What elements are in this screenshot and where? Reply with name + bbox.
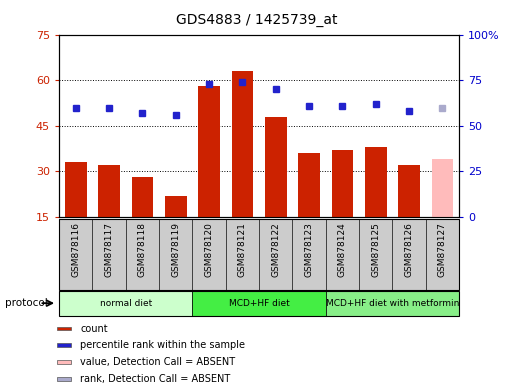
Text: GSM878124: GSM878124: [338, 222, 347, 277]
Bar: [192, 291, 326, 316]
Bar: [331, 150, 353, 217]
Bar: [59, 219, 92, 290]
Bar: [98, 165, 120, 217]
Bar: [392, 219, 426, 290]
Text: count: count: [80, 324, 108, 334]
Text: GSM878117: GSM878117: [105, 222, 113, 277]
Bar: [426, 219, 459, 290]
Bar: [57, 360, 71, 364]
Bar: [165, 196, 187, 217]
Text: GSM878118: GSM878118: [138, 222, 147, 277]
Bar: [159, 219, 192, 290]
Bar: [57, 327, 71, 330]
Text: percentile rank within the sample: percentile rank within the sample: [80, 340, 245, 350]
Bar: [131, 177, 153, 217]
Bar: [431, 159, 453, 217]
Bar: [226, 219, 259, 290]
Bar: [359, 219, 392, 290]
Bar: [231, 71, 253, 217]
Text: GSM878120: GSM878120: [205, 222, 213, 277]
Bar: [92, 219, 126, 290]
Bar: [65, 162, 87, 217]
Bar: [365, 147, 387, 217]
Text: GSM878125: GSM878125: [371, 222, 380, 277]
Text: GSM878123: GSM878123: [305, 222, 313, 277]
Text: normal diet: normal diet: [100, 299, 152, 308]
Text: GDS4883 / 1425739_at: GDS4883 / 1425739_at: [176, 13, 337, 27]
Bar: [326, 219, 359, 290]
Bar: [57, 377, 71, 381]
Bar: [398, 165, 420, 217]
Bar: [292, 219, 326, 290]
Text: GSM878126: GSM878126: [405, 222, 413, 277]
Bar: [259, 219, 292, 290]
Text: GSM878122: GSM878122: [271, 222, 280, 277]
Bar: [326, 291, 459, 316]
Bar: [198, 86, 220, 217]
Bar: [57, 343, 71, 347]
Bar: [298, 153, 320, 217]
Text: value, Detection Call = ABSENT: value, Detection Call = ABSENT: [80, 357, 235, 367]
Bar: [265, 117, 287, 217]
Text: rank, Detection Call = ABSENT: rank, Detection Call = ABSENT: [80, 374, 230, 384]
Bar: [192, 219, 226, 290]
Text: protocol: protocol: [5, 298, 48, 308]
Text: GSM878127: GSM878127: [438, 222, 447, 277]
Text: MCD+HF diet: MCD+HF diet: [229, 299, 289, 308]
Bar: [126, 219, 159, 290]
Text: GSM878121: GSM878121: [238, 222, 247, 277]
Text: GSM878119: GSM878119: [171, 222, 180, 277]
Text: GSM878116: GSM878116: [71, 222, 80, 277]
Bar: [59, 291, 192, 316]
Text: MCD+HF diet with metformin: MCD+HF diet with metformin: [326, 299, 459, 308]
